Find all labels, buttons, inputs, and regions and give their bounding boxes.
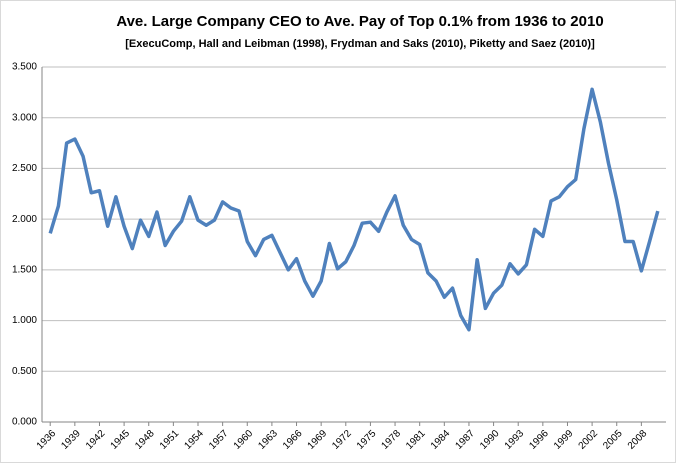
y-tick-label: 2.500 — [12, 163, 37, 174]
chart-title: Ave. Large Company CEO to Ave. Pay of To… — [116, 13, 603, 30]
chart-subtitle: [ExecuComp, Hall and Leibman (1998), Fry… — [125, 38, 595, 50]
y-tick-label: 1.000 — [12, 315, 37, 326]
y-tick-label: 2.000 — [12, 214, 37, 225]
y-tick-label: 3.500 — [12, 62, 37, 73]
y-tick-label: 3.000 — [12, 112, 37, 123]
y-tick-label: 1.500 — [12, 264, 37, 275]
data-line — [48, 87, 660, 332]
y-tick-label: 0.000 — [12, 417, 37, 428]
y-tick-label: 0.500 — [12, 366, 37, 377]
